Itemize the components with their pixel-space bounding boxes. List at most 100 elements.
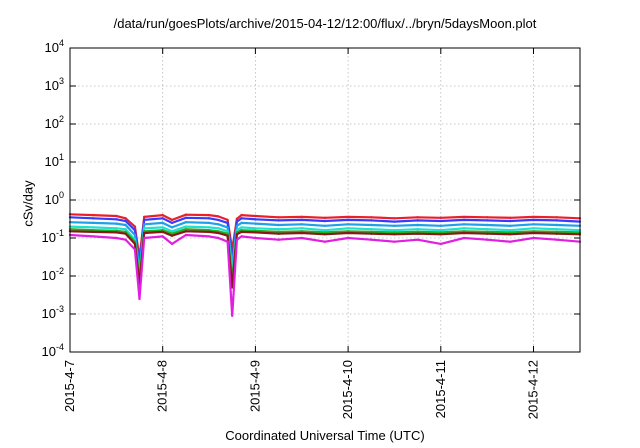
y-tick-label: 100 <box>45 190 64 207</box>
data-point <box>462 236 466 240</box>
data-point <box>323 231 327 234</box>
data-point <box>226 218 229 222</box>
data-point <box>462 231 466 235</box>
data-point <box>217 227 220 230</box>
data-point <box>240 221 243 225</box>
data-point <box>226 221 229 225</box>
data-point <box>240 235 243 238</box>
y-tick-label: 10-2 <box>42 266 64 283</box>
data-point <box>92 226 95 229</box>
data-point <box>254 227 257 230</box>
data-point <box>486 219 489 222</box>
data-point <box>300 223 303 226</box>
data-point <box>240 217 243 220</box>
data-point <box>300 236 303 240</box>
data-point <box>370 216 373 219</box>
data-point <box>115 214 118 218</box>
data-point <box>143 227 146 230</box>
series-group <box>68 213 582 317</box>
data-point <box>92 217 95 220</box>
data-point <box>235 220 239 223</box>
data-point <box>370 219 373 222</box>
data-point <box>115 227 118 230</box>
data-point <box>346 227 350 230</box>
data-point <box>555 219 558 222</box>
data-point <box>226 240 229 243</box>
data-point <box>217 231 220 235</box>
data-point <box>370 230 373 234</box>
data-point <box>532 227 535 230</box>
y-ticks: 10-4 10-3 10-2 10-1 100 101 102 103 104 <box>42 38 580 359</box>
data-point <box>555 232 558 235</box>
data-point <box>231 314 234 317</box>
data-point <box>143 215 146 219</box>
data-point <box>170 218 174 222</box>
data-point <box>486 223 489 227</box>
data-point <box>170 226 174 229</box>
data-point <box>143 231 146 235</box>
data-point <box>323 229 327 232</box>
data-point <box>217 236 220 240</box>
data-point <box>416 238 419 241</box>
series-line-7 <box>69 233 580 317</box>
data-point <box>124 238 127 241</box>
data-point <box>124 219 127 223</box>
data-point <box>323 216 327 219</box>
y-tick-label: 101 <box>45 152 64 169</box>
data-point <box>486 216 489 219</box>
data-point <box>124 223 127 227</box>
data-point <box>346 223 350 226</box>
data-point <box>235 229 239 232</box>
data-point <box>124 230 127 234</box>
y-tick-label: 103 <box>45 76 64 93</box>
data-point <box>370 238 373 241</box>
data-point <box>393 220 396 223</box>
data-point <box>207 230 211 234</box>
data-point <box>300 231 303 235</box>
data-point <box>462 218 466 222</box>
data-point <box>115 218 118 221</box>
data-point <box>170 230 174 233</box>
data-point <box>277 238 280 241</box>
data-point <box>509 216 512 219</box>
data-point <box>170 242 174 246</box>
data-point <box>416 232 419 235</box>
data-point <box>226 226 229 229</box>
data-point <box>240 229 243 232</box>
data-point <box>370 232 373 235</box>
y-tick-label: 102 <box>45 114 64 131</box>
data-point <box>133 233 137 237</box>
data-point <box>240 213 243 217</box>
data-point <box>207 217 211 220</box>
data-point <box>133 242 137 246</box>
data-point <box>462 215 466 219</box>
data-point <box>462 227 466 230</box>
data-point <box>161 221 164 225</box>
data-point <box>439 231 442 234</box>
data-point <box>161 230 164 234</box>
data-point <box>133 229 137 232</box>
data-point <box>532 215 535 219</box>
data-point <box>393 231 396 234</box>
data-point <box>370 228 373 231</box>
data-point <box>124 232 127 235</box>
data-point <box>184 225 188 228</box>
data-point <box>240 230 243 234</box>
data-point <box>346 230 350 233</box>
data-point <box>509 219 512 223</box>
data-point <box>235 233 239 236</box>
data-point <box>323 233 327 236</box>
data-point <box>207 221 211 225</box>
data-point <box>235 238 239 241</box>
data-point <box>486 238 489 241</box>
data-point <box>254 231 257 234</box>
data-point <box>416 223 419 227</box>
data-point <box>277 219 280 222</box>
data-point <box>555 230 558 234</box>
data-point <box>393 229 396 232</box>
x-tick-label: 2015-4-11 <box>433 360 448 418</box>
data-point <box>346 231 350 235</box>
data-point <box>217 215 220 218</box>
data-point <box>277 230 280 234</box>
